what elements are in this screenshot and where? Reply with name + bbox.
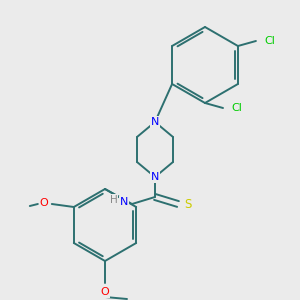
- Text: O: O: [39, 198, 48, 208]
- Text: N: N: [151, 117, 159, 127]
- Text: Cl: Cl: [232, 103, 242, 113]
- Text: Cl: Cl: [265, 36, 275, 46]
- Text: S: S: [184, 197, 192, 211]
- Text: N: N: [120, 197, 128, 207]
- Text: N: N: [151, 172, 159, 182]
- Text: H: H: [110, 195, 118, 205]
- Text: O: O: [100, 287, 109, 297]
